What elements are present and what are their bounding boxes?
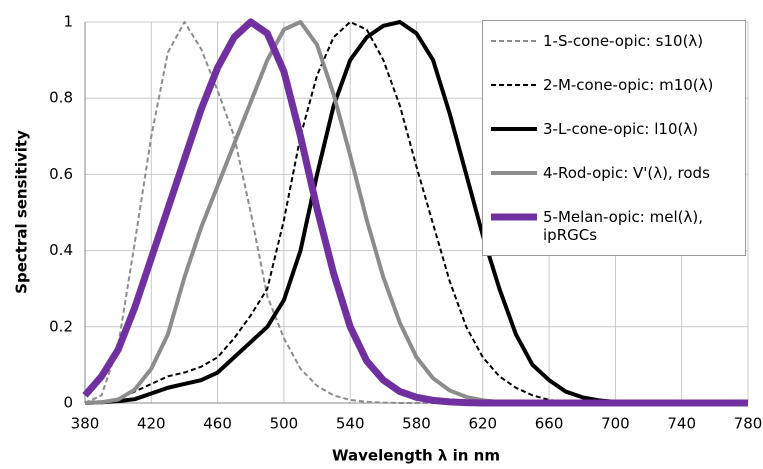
x-tick-label: 780 xyxy=(734,415,763,433)
legend-entry: 2-M-cone-opic: m10(λ) xyxy=(483,69,745,113)
legend-label: 5-Melan-opic: mel(λ), ipRGCs xyxy=(543,208,703,244)
legend-entry: 3-L-cone-opic: l10(λ) xyxy=(483,113,745,157)
x-tick-label: 660 xyxy=(535,415,564,433)
y-tick-label: 0.6 xyxy=(49,165,73,183)
y-tick-label: 1 xyxy=(63,13,73,31)
x-tick-label: 580 xyxy=(402,415,431,433)
y-tick-label: 0.2 xyxy=(49,317,73,335)
legend-label: 4-Rod-opic: V'(λ), rods xyxy=(543,164,710,182)
series-line xyxy=(84,21,748,404)
x-tick-label: 460 xyxy=(203,415,232,433)
x-tick-label: 540 xyxy=(336,415,365,433)
y-axis-title: Spectral sensitivity xyxy=(13,130,31,294)
legend-label: 3-L-cone-opic: l10(λ) xyxy=(543,120,699,138)
legend-entry: 5-Melan-opic: mel(λ), ipRGCs xyxy=(483,201,745,251)
x-tick-label: 620 xyxy=(468,415,497,433)
x-tick-label: 420 xyxy=(137,415,166,433)
y-tick-label: 0.4 xyxy=(49,241,73,259)
legend-key xyxy=(491,127,537,131)
series-line xyxy=(84,21,748,404)
series-line xyxy=(82,18,748,407)
x-tick-label: 500 xyxy=(270,415,299,433)
legend-entry: 1-S-cone-opic: s10(λ) xyxy=(483,25,745,69)
y-tick-label: 0.8 xyxy=(49,89,73,107)
legend-key xyxy=(491,40,537,42)
legend-key xyxy=(491,171,537,175)
x-tick-label: 380 xyxy=(71,415,100,433)
legend: 1-S-cone-opic: s10(λ) 2-M-cone-opic: m10(… xyxy=(482,20,746,256)
legend-label: 1-S-cone-opic: s10(λ) xyxy=(543,32,704,50)
x-tick-label: 700 xyxy=(601,415,630,433)
x-axis-title: Wavelength λ in nm xyxy=(332,447,500,465)
legend-key xyxy=(491,84,537,86)
legend-entry: 4-Rod-opic: V'(λ), rods xyxy=(483,157,745,201)
legend-label: 2-M-cone-opic: m10(λ) xyxy=(543,76,714,94)
y-tick-label: 0 xyxy=(63,394,73,412)
legend-key xyxy=(491,213,537,221)
x-tick-label: 740 xyxy=(667,415,696,433)
